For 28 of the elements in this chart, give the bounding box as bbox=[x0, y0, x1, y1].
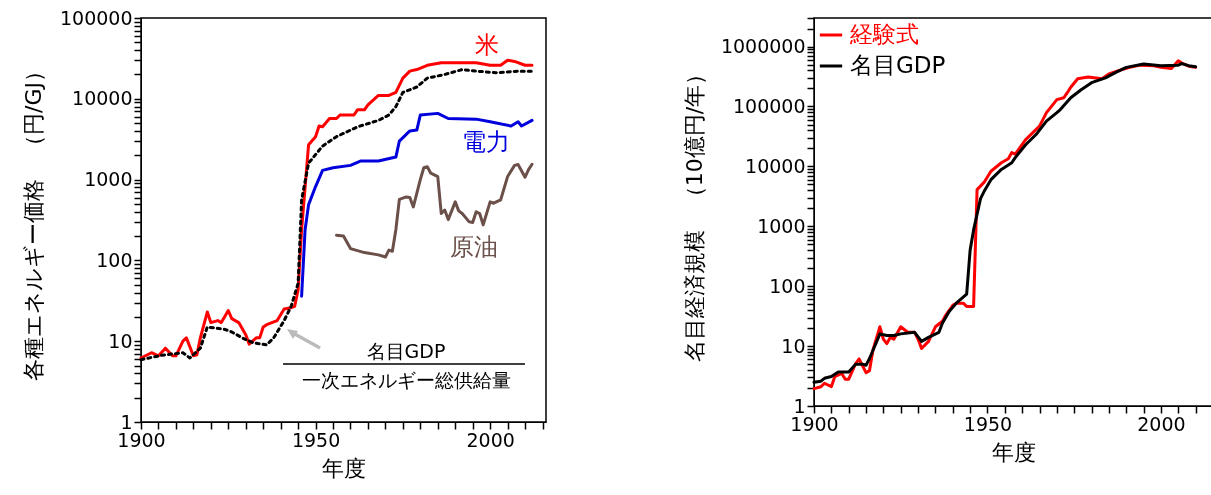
annotation: 名目GDP bbox=[366, 340, 446, 362]
series-label: 原油 bbox=[450, 233, 499, 262]
y-tick-label: 100 bbox=[769, 274, 806, 297]
y-axis-title: 名目経済規模 （10億円/年） bbox=[681, 62, 707, 363]
y-tick-label: 100000 bbox=[59, 6, 133, 29]
legend-label: 名目GDP bbox=[850, 52, 946, 78]
annotation: 一次エネルギー総供給量 bbox=[301, 369, 511, 391]
x-tick-label: 1950 bbox=[291, 428, 341, 451]
y-tick-label: 1000 bbox=[757, 214, 806, 237]
y-tick-label: 1000 bbox=[84, 168, 133, 191]
y-tick-label: 10000 bbox=[72, 87, 133, 110]
y-tick-label: 1000000 bbox=[720, 35, 806, 58]
x-tick-label: 2000 bbox=[466, 428, 515, 451]
series-label: 電力 bbox=[462, 128, 511, 157]
x-axis-title: 年度 bbox=[992, 439, 1036, 465]
y-tick-label: 10 bbox=[108, 329, 133, 352]
line-series bbox=[300, 111, 534, 298]
series-label: 米 bbox=[475, 31, 500, 60]
x-tick-label: 2000 bbox=[1137, 412, 1186, 435]
x-axis-title: 年度 bbox=[322, 455, 366, 481]
y-tick-label: 100 bbox=[96, 248, 133, 271]
y-tick-label: 10 bbox=[781, 334, 806, 357]
x-tick-label: 1950 bbox=[963, 412, 1013, 435]
y-tick-label: 100000 bbox=[732, 94, 806, 117]
line-series bbox=[335, 162, 534, 259]
legend-label: 経験式 bbox=[849, 21, 919, 47]
y-axis-title: 各種エネルギー価格 （円/GJ） bbox=[20, 60, 46, 381]
y-tick-label: 10000 bbox=[745, 154, 806, 177]
